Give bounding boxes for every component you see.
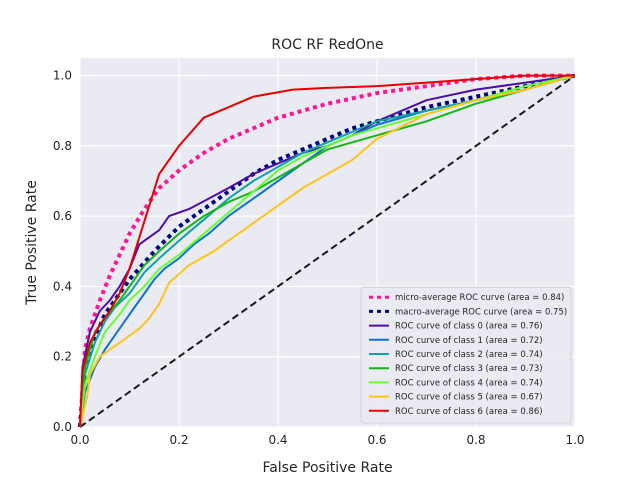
series-line-roc-curve-of-class-1 <box>79 74 576 428</box>
x-ticks: 0.0 0.2 0.4 0.6 0.8 1.0 <box>70 433 584 447</box>
x-tick-label: 0.6 <box>367 433 386 447</box>
series-line-macro-average-roc-curve <box>78 73 576 428</box>
legend-entry: ROC curve of class 4 (area = 0.74) <box>395 378 543 388</box>
legend-entry: ROC curve of class 2 (area = 0.74) <box>395 350 543 360</box>
legend-box <box>360 286 572 424</box>
legend-entry: ROC curve of class 1 (area = 0.72) <box>395 336 543 346</box>
y-ticks: 0.0 0.2 0.4 0.6 0.8 1.0 <box>53 69 72 434</box>
chart-title: ROC RF RedOne <box>271 37 383 53</box>
x-tick-label: 0.0 <box>70 433 89 447</box>
x-tick-label: 0.4 <box>268 433 287 447</box>
chance-reference-line <box>79 74 576 428</box>
y-tick-label: 0.8 <box>53 139 72 153</box>
legend-entry: ROC curve of class 5 (area = 0.67) <box>395 393 543 403</box>
y-axis-label: True Positive Rate <box>24 180 40 306</box>
series-line-roc-curve-of-class-4 <box>79 74 576 428</box>
y-tick-label: 0.2 <box>53 350 72 364</box>
legend-entry: ROC curve of class 0 (area = 0.76) <box>395 322 543 332</box>
legend-entry: micro-average ROC curve (area = 0.84) <box>395 293 564 303</box>
x-tick-label: 0.8 <box>466 433 485 447</box>
series-line-roc-curve-of-class-6 <box>79 74 575 428</box>
x-axis-label: False Positive Rate <box>262 460 392 476</box>
series-line-roc-curve-of-class-2 <box>79 74 576 428</box>
legend-entry: ROC curve of class 6 (area = 0.86) <box>395 407 543 417</box>
y-tick-label: 0.4 <box>53 279 72 293</box>
y-tick-label: 0.6 <box>53 209 72 223</box>
x-tick-label: 1.0 <box>565 433 584 447</box>
x-tick-label: 0.2 <box>169 433 188 447</box>
series-line-roc-curve-of-class-5 <box>79 74 576 428</box>
y-tick-label: 0.0 <box>53 420 72 434</box>
legend: micro-average ROC curve (area = 0.84) mac… <box>360 286 572 424</box>
y-tick-label: 1.0 <box>53 69 72 83</box>
series-line-roc-curve-of-class-0 <box>79 74 576 428</box>
legend-entry: macro-average ROC curve (area = 0.75) <box>395 307 567 317</box>
series-line-micro-average-roc-curve <box>78 73 575 428</box>
legend-entry: ROC curve of class 3 (area = 0.73) <box>395 364 543 374</box>
series-layer <box>78 73 576 428</box>
